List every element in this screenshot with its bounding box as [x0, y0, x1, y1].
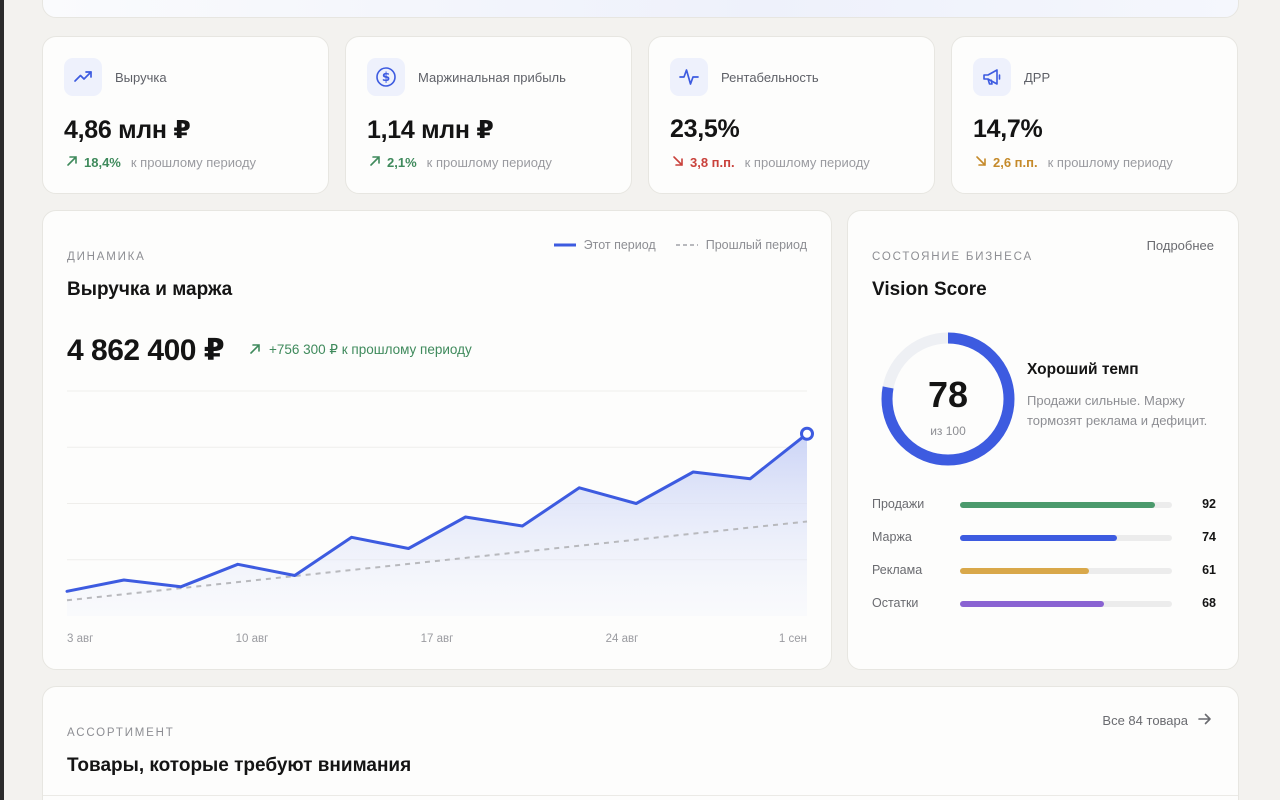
kpi-delta: 2,1% [387, 155, 417, 170]
arrow-up-right-icon [369, 155, 381, 170]
window-edge [0, 0, 4, 800]
x-tick-label: 3 авг [67, 633, 93, 645]
svg-text:$: $ [382, 70, 390, 84]
all-products-label: Все 84 товара [1102, 713, 1188, 728]
series-area-current [67, 433, 807, 616]
kpi-card-profitability[interactable]: Рентабельность 23,5% 3,8 п.п. к прошлому… [648, 36, 935, 194]
metric-bar-fill [960, 535, 1117, 541]
x-tick-label: 10 авг [236, 633, 269, 645]
legend-current[interactable]: Этот период [553, 238, 656, 252]
vision-score-card: СОСТОЯНИЕ БИЗНЕСА Подробнее Vision Score… [847, 210, 1239, 670]
kpi-card-margin[interactable]: $ Маржинальная прибыль 1,14 млн ₽ 2,1% к… [345, 36, 632, 194]
metric-row-margin: Маржа 74 [872, 530, 1216, 546]
kpi-label: Рентабельность [721, 69, 819, 85]
metric-bar [960, 601, 1172, 607]
metric-label: Остатки [872, 596, 919, 610]
pulse-icon [670, 58, 708, 96]
kpi-label: Выручка [115, 69, 167, 85]
legend-previous[interactable]: Прошлый период [675, 238, 807, 252]
legend-previous-label: Прошлый период [705, 238, 807, 252]
score-out-of: из 100 [930, 424, 966, 438]
metric-bar [960, 502, 1172, 508]
kpi-delta-note: к прошлому периоду [1047, 155, 1173, 170]
score-ring: 78 из 100 [881, 332, 1015, 466]
arrow-down-right-icon [672, 155, 684, 170]
assortment-card: АССОРТИМЕНТ Товары, которые требуют вним… [42, 686, 1239, 800]
metric-bar-fill [960, 568, 1090, 574]
kpi-value: 1,14 млн ₽ [367, 116, 494, 144]
kpi-delta-note: к прошлому периоду [130, 155, 257, 170]
arrow-down-right-icon [975, 155, 987, 170]
metric-value: 92 [1202, 497, 1216, 511]
metric-bar-fill [960, 601, 1105, 607]
revenue-chart[interactable]: 3 авг 10 авг 17 авг 24 авг 1 сен [43, 211, 833, 671]
arrow-right-icon [1198, 713, 1212, 728]
chart-legend: Этот период Прошлый период [553, 238, 807, 252]
dynamics-title: Выручка и маржа [67, 279, 233, 300]
kpi-value: 14,7% [973, 115, 1043, 143]
arrow-up-right-icon [249, 343, 261, 358]
x-tick-label: 1 сен [779, 633, 807, 645]
x-tick-label: 17 авг [421, 633, 454, 645]
score-description: Продажи сильные. Маржу тормозят реклама … [1027, 393, 1208, 428]
kpi-value: 4,86 млн ₽ [64, 116, 191, 144]
megaphone-icon [973, 58, 1011, 96]
metric-value: 61 [1202, 563, 1216, 577]
divider [43, 795, 1238, 796]
metric-row-sales: Продажи 92 [872, 497, 1216, 513]
arrow-up-right-icon [66, 155, 78, 170]
dollar-icon: $ [367, 58, 405, 96]
kpi-value: 23,5% [670, 115, 740, 143]
dynamics-card: ДИНАМИКА Выручка и маржа Этот период Про… [42, 210, 832, 670]
series-point-last[interactable] [800, 426, 814, 441]
kpi-label: ДРР [1024, 69, 1051, 85]
metric-label: Продажи [872, 497, 925, 511]
metric-row-stock: Остатки 68 [872, 596, 1216, 612]
all-products-link[interactable]: Все 84 товара [1102, 713, 1212, 728]
assortment-title: Товары, которые требуют внимания [67, 755, 412, 776]
score-status: Хороший темп [1027, 361, 1139, 378]
metric-bar [960, 568, 1172, 574]
kpi-card-revenue[interactable]: Выручка 4,86 млн ₽ 18,4% к прошлому пери… [42, 36, 329, 194]
revenue-total: 4 862 400 ₽ [67, 334, 225, 367]
kpi-delta: 18,4% [84, 155, 121, 170]
series-line-current [65, 432, 809, 593]
kpi-delta: 2,6 п.п. [993, 155, 1038, 170]
details-link[interactable]: Подробнее [1146, 238, 1214, 253]
kpi-label: Маржинальная прибыль [418, 69, 566, 85]
metric-value: 68 [1202, 596, 1216, 610]
revenue-delta-text: +756 300 ₽ к прошлому периоду [269, 342, 472, 357]
legend-current-label: Этот период [583, 238, 656, 252]
score-value: 78 [928, 374, 968, 415]
series-line-previous [66, 520, 808, 602]
score-title: Vision Score [872, 279, 987, 300]
kpi-delta-note: к прошлому периоду [426, 155, 552, 170]
metric-label: Маржа [872, 530, 912, 544]
assortment-eyebrow: АССОРТИМЕНТ [67, 727, 175, 739]
top-banner [42, 0, 1239, 18]
kpi-delta-note: к прошлому периоду [744, 155, 870, 170]
metric-bar [960, 535, 1172, 541]
metric-bar-fill [960, 502, 1156, 508]
metric-value: 74 [1202, 530, 1216, 544]
x-tick-label: 24 авг [606, 633, 639, 645]
kpi-delta: 3,8 п.п. [690, 155, 735, 170]
revenue-delta: +756 300 ₽ к прошлому периоду [249, 342, 472, 358]
dynamics-eyebrow: ДИНАМИКА [67, 251, 146, 263]
metric-label: Реклама [872, 563, 923, 577]
score-eyebrow: СОСТОЯНИЕ БИЗНЕСА [872, 251, 1033, 263]
kpi-card-drr[interactable]: ДРР 14,7% 2,6 п.п. к прошлому периоду [951, 36, 1238, 194]
metric-row-ads: Реклама 61 [872, 563, 1216, 579]
trend-up-icon [64, 58, 102, 96]
